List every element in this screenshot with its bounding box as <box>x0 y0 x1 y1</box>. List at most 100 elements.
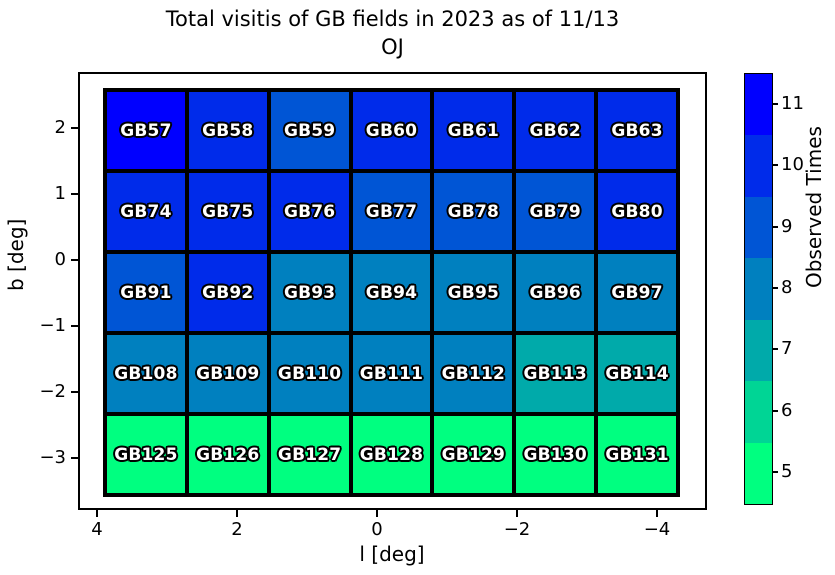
heatmap-cell-gb63: GB63 <box>596 90 678 171</box>
field-label: GB111 <box>359 363 424 384</box>
x-tick-label: 0 <box>371 519 383 540</box>
field-label: GB95 <box>447 282 500 303</box>
colorbar-tick-label: 11 <box>781 92 804 114</box>
x-tick-mark <box>516 510 518 517</box>
heatmap-cell-gb97: GB97 <box>596 252 678 333</box>
colorbar-tick-label: 8 <box>781 277 793 298</box>
field-label: GB96 <box>529 282 581 303</box>
y-tick-label: −2 <box>39 381 66 402</box>
field-label: GB126 <box>196 444 260 465</box>
field-label: GB114 <box>605 363 669 384</box>
field-label: GB109 <box>196 363 260 384</box>
field-label: GB113 <box>523 363 587 384</box>
y-tick-mark <box>71 127 78 129</box>
field-label: GB62 <box>529 120 581 141</box>
field-label: GB93 <box>283 282 336 303</box>
field-label: GB79 <box>529 201 581 222</box>
heatmap-cell-gb127: GB127 <box>268 414 351 495</box>
heatmap-cell-gb95: GB95 <box>432 252 515 333</box>
field-label: GB76 <box>283 201 336 222</box>
heatmap-cell-gb59: GB59 <box>268 90 351 171</box>
field-label: GB63 <box>611 120 663 141</box>
heatmap-cell-gb109: GB109 <box>186 333 269 414</box>
colorbar-tick-mark <box>772 409 778 412</box>
colorbar-tick-mark <box>772 471 778 474</box>
colorbar-tick-label: 7 <box>781 338 793 360</box>
colorbar-tick-label: 6 <box>781 399 793 421</box>
colorbar-segment-7 <box>745 319 772 382</box>
y-tick-mark <box>71 193 78 195</box>
x-tick-mark <box>376 510 378 517</box>
field-label: GB75 <box>202 201 254 222</box>
heatmap-cell-gb74: GB74 <box>105 171 187 252</box>
field-label: GB127 <box>277 444 342 465</box>
field-label: GB60 <box>365 120 418 141</box>
field-label: GB125 <box>114 444 178 465</box>
colorbar-segment-11 <box>745 74 772 136</box>
y-tick-mark <box>71 325 78 327</box>
heatmap-cell-gb61: GB61 <box>432 90 515 171</box>
heatmap-cell-gb130: GB130 <box>514 414 597 495</box>
heatmap-cell-gb110: GB110 <box>268 333 351 414</box>
heatmap-cell-gb96: GB96 <box>514 252 597 333</box>
field-label: GB59 <box>283 120 336 141</box>
chart-subtitle: OJ <box>381 35 404 59</box>
field-label: GB74 <box>120 201 172 222</box>
heatmap-cell-gb60: GB60 <box>350 90 433 171</box>
field-label: GB112 <box>441 363 506 384</box>
colorbar-tick-mark <box>772 164 778 167</box>
heatmap-cell-gb77: GB77 <box>350 171 433 252</box>
heatmap-cell-gb58: GB58 <box>186 90 269 171</box>
heatmap-cell-gb126: GB126 <box>186 414 269 495</box>
heatmap-cell-gb57: GB57 <box>105 90 187 171</box>
field-label: GB91 <box>120 282 172 303</box>
heatmap-cell-gb125: GB125 <box>105 414 187 495</box>
colorbar-segment-5 <box>745 442 772 504</box>
field-label: GB77 <box>365 201 418 222</box>
field-label: GB131 <box>605 444 669 465</box>
y-tick-mark <box>71 391 78 393</box>
colorbar-tick-mark <box>772 225 778 228</box>
field-label: GB78 <box>447 201 500 222</box>
colorbar-segment-10 <box>745 135 772 197</box>
x-axis-label: l [deg] <box>359 542 425 566</box>
heatmap-cell-gb111: GB111 <box>350 333 433 414</box>
y-tick-label: 0 <box>54 249 66 270</box>
colorbar-segment-8 <box>745 258 772 320</box>
heatmap-cell-gb78: GB78 <box>432 171 515 252</box>
field-label: GB97 <box>611 282 663 303</box>
x-tick-label: −4 <box>643 519 671 540</box>
heatmap-cell-gb93: GB93 <box>268 252 351 333</box>
heatmap-cell-gb112: GB112 <box>432 333 515 414</box>
heatmap-grid: GB57 GB58 GB59 GB60 GB61 GB62 GB63 GB74 GB75 GB76… <box>103 88 680 497</box>
chart-title: Total visitis of GB fields in 2023 as of… <box>165 7 620 31</box>
heatmap-cell-gb80: GB80 <box>596 171 678 252</box>
colorbar-tick-label: 9 <box>781 215 793 237</box>
colorbar-tick-label: 5 <box>781 461 793 483</box>
field-label: GB110 <box>277 363 342 384</box>
y-tick-label: 2 <box>54 117 66 138</box>
y-tick-label: 1 <box>54 183 66 204</box>
heatmap-cell-gb108: GB108 <box>105 333 187 414</box>
field-label: GB80 <box>611 201 663 222</box>
field-label: GB129 <box>441 444 506 465</box>
heatmap-cell-gb91: GB91 <box>105 252 187 333</box>
field-label: GB128 <box>359 444 424 465</box>
x-tick-mark <box>96 510 98 517</box>
y-tick-mark <box>71 457 78 459</box>
colorbar-tick-label: 10 <box>781 154 804 176</box>
heatmap-cell-gb113: GB113 <box>514 333 597 414</box>
heatmap-cell-gb128: GB128 <box>350 414 433 495</box>
x-tick-label: 4 <box>91 519 103 540</box>
y-tick-label: −1 <box>39 315 66 336</box>
colorbar <box>744 73 773 505</box>
heatmap-cell-gb92: GB92 <box>186 252 269 333</box>
field-label: GB108 <box>114 363 178 384</box>
heatmap-cell-gb129: GB129 <box>432 414 515 495</box>
field-label: GB58 <box>202 120 254 141</box>
colorbar-segment-6 <box>745 381 772 443</box>
colorbar-tick-mark <box>772 287 778 289</box>
colorbar-segment-9 <box>745 196 772 259</box>
heatmap-cell-gb75: GB75 <box>186 171 269 252</box>
